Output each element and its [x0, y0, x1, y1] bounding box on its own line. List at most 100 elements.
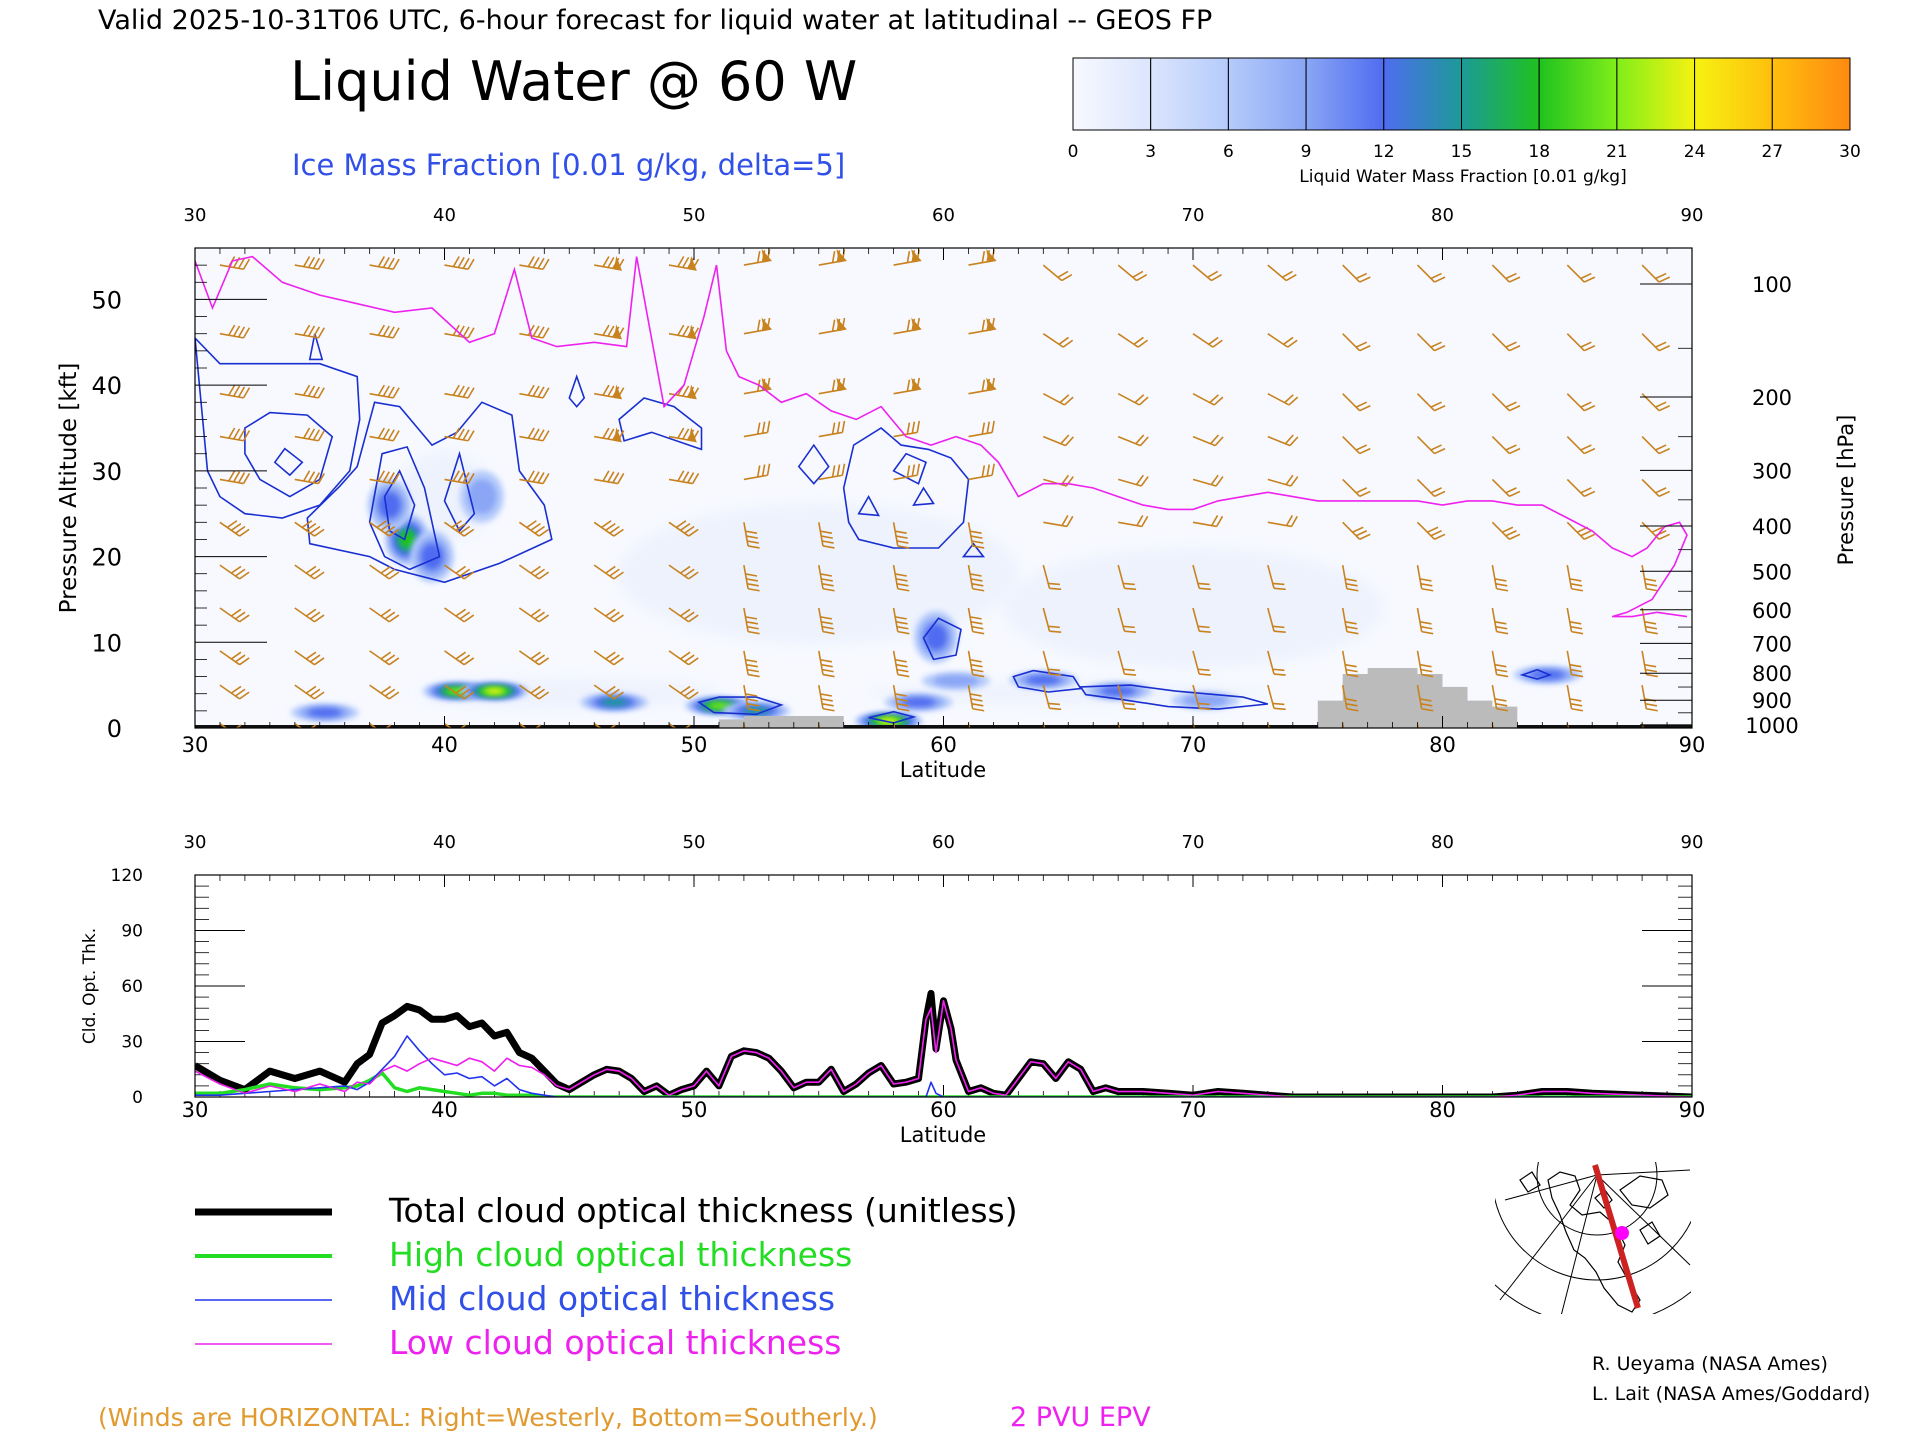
wind-barb: [444, 256, 475, 271]
wind-barb: [668, 564, 699, 580]
bottom-x-tick-label: 30: [182, 733, 209, 757]
bottom-x-tick-label: 50: [681, 733, 708, 757]
colorbar-tick-label: 3: [1145, 142, 1156, 162]
wind-barb: [1342, 521, 1371, 540]
wind-barb: [893, 377, 922, 395]
wind-barb: [1491, 436, 1521, 455]
map-latitude-circle: [1536, 1162, 1658, 1236]
ice-contours: [195, 333, 1553, 724]
wind-barb: [1491, 650, 1509, 678]
wind-barb: [219, 564, 250, 580]
wind-barb: [594, 255, 625, 271]
wind-barb: [593, 564, 624, 580]
wind-barb: [1192, 607, 1211, 633]
colorbar-tick-label: 24: [1684, 142, 1706, 162]
bottom-x-tick-label: 80: [1429, 1098, 1456, 1122]
wind-barb: [369, 520, 400, 537]
liquid-water-patch: [580, 693, 649, 712]
wind-barb: [1192, 333, 1223, 348]
wind-barb: [1117, 434, 1149, 447]
wind-barb: [1192, 650, 1211, 676]
cross-section-axes: 3030404050506060707080809090010203040501…: [91, 205, 1798, 757]
wind-barb: [892, 650, 910, 678]
wind-barb: [1566, 333, 1596, 352]
wind-barb: [1117, 333, 1149, 348]
wind-barb: [668, 650, 699, 666]
wind-barb: [369, 607, 400, 623]
optical-panel-frame: [194, 874, 1693, 1098]
wind-barb: [1491, 478, 1521, 498]
wind-barb: [518, 520, 550, 537]
colorbar-tick-label: 15: [1451, 142, 1473, 162]
wind-barb: [743, 607, 760, 635]
wind-barb: [1641, 333, 1671, 352]
bottom-x-tick-label: 90: [1679, 733, 1706, 757]
wind-barb: [1491, 393, 1521, 412]
wind-barb: [668, 470, 700, 485]
wind-barb: [219, 650, 250, 666]
wind-barb: [594, 324, 625, 340]
wind-barb: [1491, 264, 1521, 283]
wind-barb: [1641, 650, 1658, 678]
wind-barb: [593, 607, 624, 623]
wind-barb: [1117, 392, 1149, 406]
wind-barb: [219, 470, 251, 485]
wind-barb: [1042, 564, 1062, 591]
top-x-tick-label: 60: [932, 205, 955, 226]
optical-thickness-lines: [195, 989, 1692, 1097]
page-title: Liquid Water @ 60 W: [290, 50, 857, 113]
top-x-tick-label: 80: [1431, 205, 1454, 226]
ice-contour: [443, 450, 476, 533]
pressure-tick-label: 500: [1752, 560, 1792, 584]
wind-barb: [1416, 436, 1446, 455]
wind-barb: [369, 256, 400, 271]
wind-barb: [444, 684, 475, 700]
ice-contour: [922, 617, 962, 661]
terrain-profile: [1305, 668, 1518, 728]
colorbar-cell: [1072, 57, 1152, 131]
wind-barb: [1342, 393, 1371, 412]
wind-barb: [1416, 650, 1434, 678]
wind-barbs: [219, 248, 1671, 728]
map-coastline: [1519, 1171, 1541, 1193]
wind-barb: [967, 607, 985, 635]
ice-contour: [244, 411, 334, 498]
wind-barb: [892, 684, 910, 712]
wind-barb: [518, 684, 550, 700]
wind-barb: [369, 684, 400, 700]
wind-barb: [1117, 264, 1148, 282]
y-tick-label: 20: [91, 544, 122, 572]
wind-barb: [1043, 515, 1074, 528]
top-x-tick-label: 40: [433, 832, 456, 853]
bottom-x-tick-label: 60: [930, 1098, 957, 1122]
wind-barb: [968, 463, 995, 481]
pv-2pvu-line: [195, 255, 1688, 618]
optical-thickness-panel: 30 30 40 40 50 50 60 60 70 70 80 80 90 90 0 30 60 90 120 L…: [80, 832, 1705, 1147]
wind-barb: [1416, 333, 1446, 352]
wind-barb: [968, 420, 995, 438]
wind-barb: [444, 723, 471, 728]
wind-barb: [1192, 474, 1224, 487]
wind-barb: [818, 684, 835, 712]
wind-barb: [1192, 515, 1224, 528]
map-latitude-circle: [1495, 1197, 1691, 1281]
wind-barb: [294, 256, 325, 271]
wind-barb: [892, 522, 910, 549]
wind-barb: [1566, 478, 1596, 498]
credit-2: L. Lait (NASA Ames/Goddard): [1592, 1383, 1870, 1405]
wind-barb: [1267, 684, 1286, 711]
wind-barb: [1491, 607, 1509, 635]
map-meridian: [1596, 1174, 1691, 1266]
series-line-low-overlay: [195, 1000, 1692, 1097]
y-tick-label: 60: [121, 977, 143, 997]
wind-barb: [1416, 684, 1434, 712]
top-x-tick-label: 50: [683, 205, 706, 226]
ice-contour: [842, 427, 970, 549]
wind-barb: [369, 427, 400, 442]
ice-contour: [618, 397, 703, 451]
colorbar-tick-label: 21: [1606, 142, 1628, 162]
wind-barb: [444, 650, 475, 666]
map-meridian: [1596, 1169, 1691, 1176]
wind-barb: [668, 427, 700, 443]
wind-barb: [668, 607, 699, 623]
